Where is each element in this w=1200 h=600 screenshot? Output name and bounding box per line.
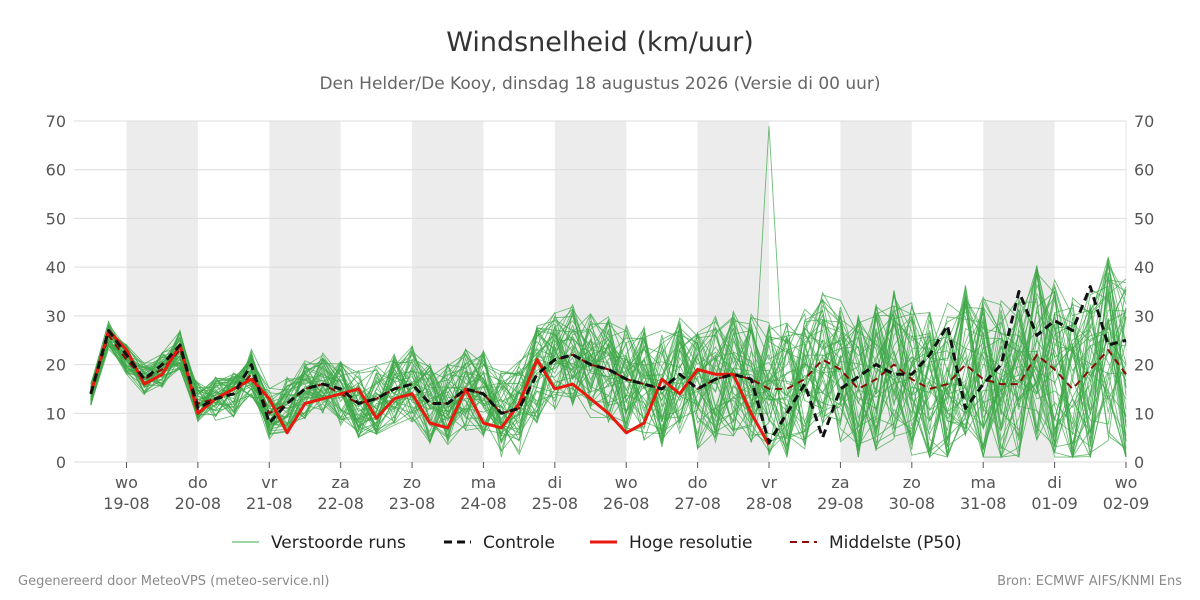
ensemble-member-49 bbox=[90, 276, 1127, 451]
y-tick-right-10: 10 bbox=[1134, 404, 1154, 423]
x-tick-day-1: do bbox=[188, 473, 208, 492]
x-tick-date-6: 25-08 bbox=[532, 494, 579, 513]
x-tick-day-14: wo bbox=[1115, 473, 1138, 492]
series-hoge-resolutie bbox=[89, 329, 771, 446]
x-tick-day-0: wo bbox=[115, 473, 138, 492]
x-tick-day-2: vr bbox=[261, 473, 277, 492]
ensemble-member-48 bbox=[90, 268, 1127, 458]
footer-generator: Gegenereerd door MeteoVPS (meteo-service… bbox=[18, 574, 329, 589]
chart-title: Windsnelheid (km/uur) bbox=[446, 27, 754, 58]
ensemble-member-25 bbox=[90, 296, 1127, 458]
x-tick-day-4: zo bbox=[403, 473, 421, 492]
x-tick-day-10: za bbox=[831, 473, 849, 492]
y-tick-right-20: 20 bbox=[1134, 356, 1154, 375]
y-axis-left: 0 10 20 30 40 50 60 70 bbox=[46, 112, 66, 472]
day-band-0 bbox=[126, 121, 198, 462]
x-tick-day-13: di bbox=[1047, 473, 1062, 492]
y-tick-left-0: 0 bbox=[56, 453, 66, 472]
ensemble-member-44 bbox=[90, 271, 1127, 458]
ensemble-member-46 bbox=[90, 263, 1127, 458]
x-tick-day-6: di bbox=[548, 473, 563, 492]
chart-subtitle: Den Helder/De Kooy, dinsdag 18 augustus … bbox=[319, 74, 880, 94]
x-tick-day-3: za bbox=[332, 473, 350, 492]
series-controle bbox=[89, 285, 1127, 444]
x-tick-date-9: 28-08 bbox=[746, 494, 793, 513]
x-tick-day-8: do bbox=[688, 473, 708, 492]
x-tick-day-9: vr bbox=[761, 473, 777, 492]
y-tick-right-70: 70 bbox=[1134, 112, 1154, 131]
legend-label-middelste-p50: Middelste (P50) bbox=[829, 533, 962, 553]
x-tick-date-0: 19-08 bbox=[103, 494, 150, 513]
y-tick-left-50: 50 bbox=[46, 209, 66, 228]
y-tick-right-30: 30 bbox=[1134, 307, 1154, 326]
x-tick-day-11: zo bbox=[903, 473, 921, 492]
x-tick-date-13: 01-09 bbox=[1031, 494, 1078, 513]
x-tick-date-8: 27-08 bbox=[674, 494, 721, 513]
x-tick-day-7: wo bbox=[615, 473, 638, 492]
y-tick-left-40: 40 bbox=[46, 258, 66, 277]
ensemble-member-39 bbox=[90, 286, 1127, 452]
y-tick-right-60: 60 bbox=[1134, 161, 1154, 180]
y-tick-right-40: 40 bbox=[1134, 258, 1154, 277]
y-tick-left-30: 30 bbox=[46, 307, 66, 326]
x-tick-date-5: 24-08 bbox=[460, 494, 507, 513]
x-tick-day-12: ma bbox=[971, 473, 996, 492]
legend-label-controle: Controle bbox=[483, 533, 555, 553]
x-tick-date-7: 26-08 bbox=[603, 494, 650, 513]
plot-area bbox=[89, 125, 1127, 459]
legend-label-hoge-resolutie: Hoge resolutie bbox=[629, 533, 753, 553]
x-tick-date-14: 02-09 bbox=[1103, 494, 1150, 513]
x-tick-day-5: ma bbox=[471, 473, 496, 492]
y-tick-right-50: 50 bbox=[1134, 209, 1154, 228]
y-tick-left-10: 10 bbox=[46, 404, 66, 423]
x-tick-date-1: 20-08 bbox=[175, 494, 222, 513]
y-tick-left-60: 60 bbox=[46, 161, 66, 180]
x-tick-date-2: 21-08 bbox=[246, 494, 293, 513]
footer-source: Bron: ECMWF AIFS/KNMI Ens bbox=[997, 574, 1182, 589]
y-tick-right-0: 0 bbox=[1134, 453, 1144, 472]
x-tick-date-11: 30-08 bbox=[889, 494, 936, 513]
x-tick-date-12: 31-08 bbox=[960, 494, 1007, 513]
y-tick-left-70: 70 bbox=[46, 112, 66, 131]
y-axis-right: 0 10 20 30 40 50 60 70 bbox=[1134, 112, 1154, 472]
y-tick-left-20: 20 bbox=[46, 356, 66, 375]
legend-label-verstoorde-runs: Verstoorde runs bbox=[271, 533, 406, 553]
legend: Verstoorde runs Controle Hoge resolutie … bbox=[232, 533, 962, 553]
x-tick-date-3: 22-08 bbox=[317, 494, 364, 513]
x-axis: wo 19-08 do 20-08 vr 21-08 za 22-08 zo 23-08 ma 24-… bbox=[103, 462, 1149, 513]
x-tick-date-10: 29-08 bbox=[817, 494, 864, 513]
x-tick-date-4: 23-08 bbox=[389, 494, 436, 513]
